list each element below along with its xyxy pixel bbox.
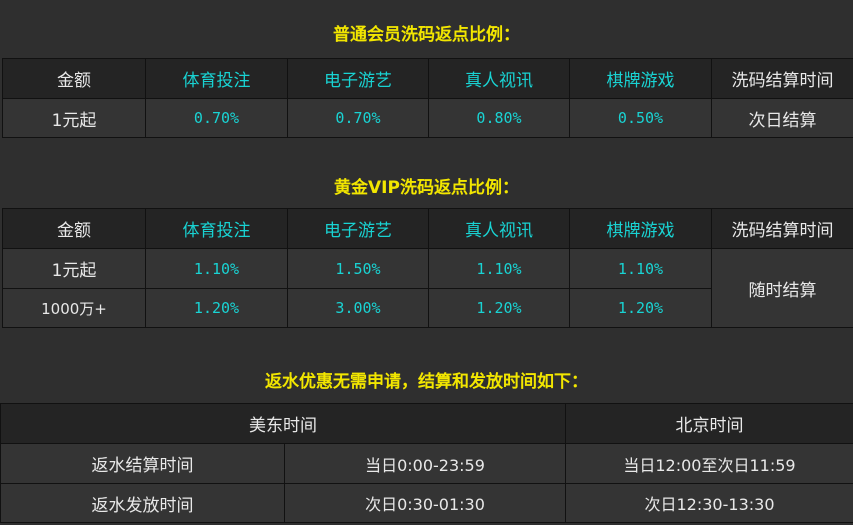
header-live: 真人视讯 — [428, 58, 570, 99]
cell-rate: 1.20% — [428, 288, 570, 328]
vip-rebate-table: 金额 体育投注 电子游艺 真人视讯 棋牌游戏 洗码结算时间 1元起 1.10% … — [2, 208, 853, 328]
header-sports: 体育投注 — [145, 208, 288, 249]
section1-title: 普通会员洗码返点比例： — [333, 25, 520, 45]
section3-title: 返水优惠无需申请，结算和发放时间如下： — [265, 372, 588, 392]
rebate-schedule-table: 美东时间 北京时间 返水结算时间 当日0:00-23:59 当日12:00至次日… — [0, 403, 853, 523]
cell-rate: 1.50% — [287, 248, 429, 289]
cell-amount: 1元起 — [2, 98, 146, 138]
cell-rate: 0.70% — [287, 98, 429, 138]
cell-label: 返水发放时间 — [0, 483, 285, 523]
header-electronic: 电子游艺 — [287, 58, 429, 99]
cell-rate: 1.10% — [145, 248, 288, 289]
cell-rate: 1.20% — [569, 288, 712, 328]
header-us-east-time: 美东时间 — [0, 403, 566, 444]
cell-settlement: 次日结算 — [711, 98, 853, 138]
header-settlement: 洗码结算时间 — [711, 58, 853, 99]
header-live: 真人视讯 — [428, 208, 570, 249]
header-settlement: 洗码结算时间 — [711, 208, 853, 249]
cell-rate: 3.00% — [287, 288, 429, 328]
cell-rate: 1.20% — [145, 288, 288, 328]
cell-beijing-time: 当日12:00至次日11:59 — [565, 443, 853, 484]
cell-us-time: 当日0:00-23:59 — [284, 443, 566, 484]
cell-beijing-time: 次日12:30-13:30 — [565, 483, 853, 523]
header-electronic: 电子游艺 — [287, 208, 429, 249]
header-beijing-time: 北京时间 — [565, 403, 853, 444]
header-chess: 棋牌游戏 — [569, 58, 712, 99]
cell-amount: 1000万+ — [2, 288, 146, 328]
cell-label: 返水结算时间 — [0, 443, 285, 484]
header-amount: 金额 — [2, 208, 146, 249]
cell-settlement: 随时结算 — [711, 248, 853, 328]
header-chess: 棋牌游戏 — [569, 208, 712, 249]
header-amount: 金额 — [2, 58, 146, 99]
header-sports: 体育投注 — [145, 58, 288, 99]
cell-rate: 0.50% — [569, 98, 712, 138]
cell-rate: 0.80% — [428, 98, 570, 138]
regular-rebate-table: 金额 体育投注 电子游艺 真人视讯 棋牌游戏 洗码结算时间 1元起 0.70% … — [2, 58, 853, 138]
section2-title: 黄金VIP洗码返点比例： — [334, 178, 519, 198]
cell-rate: 0.70% — [145, 98, 288, 138]
cell-amount: 1元起 — [2, 248, 146, 289]
cell-rate: 1.10% — [428, 248, 570, 289]
cell-rate: 1.10% — [569, 248, 712, 289]
cell-us-time: 次日0:30-01:30 — [284, 483, 566, 523]
